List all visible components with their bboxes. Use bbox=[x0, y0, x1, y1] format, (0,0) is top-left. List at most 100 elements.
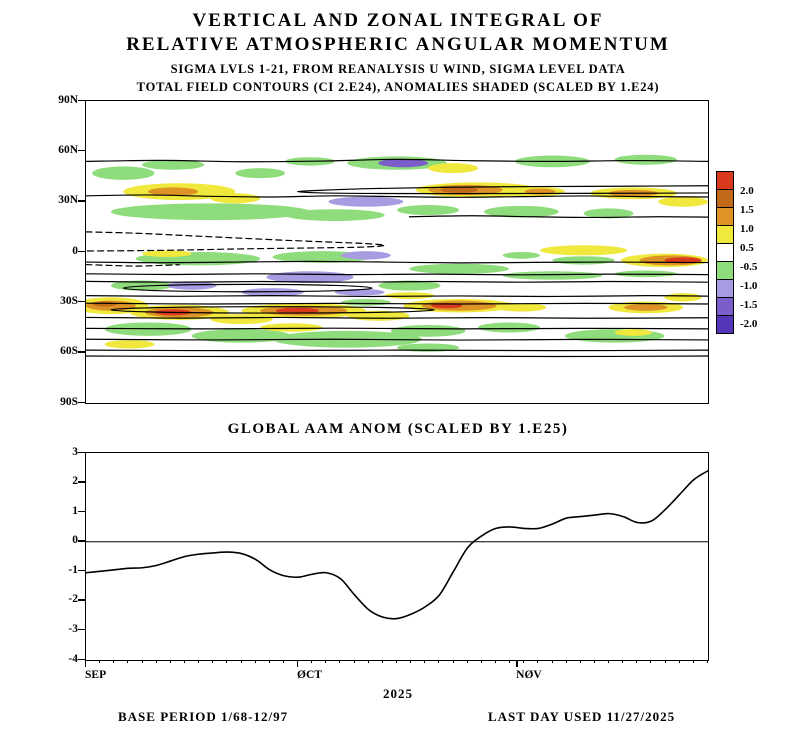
colorbar-segment bbox=[716, 243, 734, 262]
global-aam-line-plot bbox=[86, 469, 708, 620]
month-tick bbox=[85, 660, 87, 667]
total-field-contour bbox=[86, 338, 708, 341]
aam-anomaly-curve bbox=[86, 469, 708, 620]
year-label: 2025 bbox=[383, 686, 413, 701]
value-tick-label: -1 bbox=[68, 563, 78, 576]
total-field-contour bbox=[86, 158, 708, 163]
colorbar-segment bbox=[716, 225, 734, 244]
value-tick-label: 2 bbox=[72, 475, 78, 488]
day-tick bbox=[113, 660, 115, 663]
anomaly-blob bbox=[92, 166, 155, 180]
colorbar-tick-label: -2.0 bbox=[740, 318, 758, 330]
day-tick bbox=[212, 660, 214, 663]
total-field-contour bbox=[86, 194, 708, 198]
value-tick-label: -3 bbox=[68, 622, 78, 635]
day-tick bbox=[494, 660, 496, 663]
latitude-tick bbox=[78, 200, 85, 202]
anomaly-blob bbox=[397, 205, 460, 216]
colorbar-tick-label: 1.5 bbox=[740, 204, 754, 216]
colorbar-tick-label: 0.5 bbox=[740, 242, 754, 254]
colorbar-segment bbox=[716, 279, 734, 298]
colorbar-segment bbox=[716, 189, 734, 208]
latitude-tick bbox=[78, 149, 85, 152]
colorbar-segment bbox=[716, 315, 734, 334]
anomaly-blob bbox=[583, 208, 634, 219]
day-tick bbox=[339, 660, 341, 663]
day-tick bbox=[593, 660, 595, 663]
anomaly-blob bbox=[141, 159, 205, 170]
latitude-tick bbox=[78, 300, 85, 303]
day-tick bbox=[183, 660, 185, 663]
anomaly-blob bbox=[384, 292, 435, 299]
day-tick bbox=[353, 660, 355, 663]
line-chart-title: GLOBAL AAM ANOM (SCALED BY 1.E25) bbox=[227, 421, 569, 437]
total-field-contour bbox=[86, 349, 708, 352]
anomaly-blob bbox=[428, 163, 478, 174]
value-tick-label: 1 bbox=[72, 504, 78, 517]
total-field-contour bbox=[408, 215, 708, 219]
day-tick bbox=[396, 660, 397, 663]
day-tick bbox=[707, 660, 708, 663]
month-tick bbox=[297, 660, 299, 667]
value-tick bbox=[78, 599, 85, 601]
value-tick bbox=[78, 540, 85, 542]
day-tick bbox=[240, 660, 242, 663]
anomaly-blob bbox=[409, 263, 509, 274]
figure-subtitle-line1: SIGMA LVLS 1-21, FROM REANALYSIS U WIND,… bbox=[170, 62, 626, 76]
anomaly-blob bbox=[341, 298, 391, 306]
anomaly-blob bbox=[664, 293, 702, 302]
anomaly-blob bbox=[328, 196, 404, 207]
colorbar-tick-label: -0.5 bbox=[740, 261, 758, 273]
latitude-tick-label: 90S bbox=[60, 395, 78, 408]
latitude-tick bbox=[78, 250, 85, 252]
day-tick bbox=[127, 660, 129, 663]
anomaly-blob bbox=[624, 304, 668, 311]
day-tick bbox=[579, 660, 581, 663]
day-tick bbox=[99, 660, 101, 663]
anomaly-blob bbox=[614, 329, 653, 336]
value-tick bbox=[78, 658, 85, 660]
day-tick bbox=[650, 660, 652, 663]
total-field-contour bbox=[86, 316, 708, 319]
anomaly-blob bbox=[502, 271, 603, 280]
anomaly-blob bbox=[614, 154, 677, 165]
day-tick bbox=[452, 660, 454, 663]
day-tick bbox=[268, 660, 270, 663]
value-tick-label: -4 bbox=[68, 652, 78, 665]
day-tick bbox=[410, 660, 412, 663]
day-tick bbox=[254, 660, 256, 663]
month-tick-label: ØCT bbox=[297, 669, 322, 681]
last-day-used-label: LAST DAY USED 11/27/2025 bbox=[488, 709, 676, 724]
latitude-tick-label: 90N bbox=[58, 93, 78, 106]
anomaly-blob bbox=[210, 314, 273, 325]
value-tick bbox=[78, 481, 85, 483]
total-field-contour bbox=[110, 306, 435, 314]
latitude-tick bbox=[78, 401, 85, 403]
day-tick bbox=[565, 660, 567, 663]
anomaly-blob bbox=[285, 209, 385, 221]
month-tick bbox=[516, 660, 518, 667]
anomaly-blob bbox=[378, 280, 441, 291]
anomaly-blob bbox=[496, 303, 547, 312]
total-field-contour bbox=[86, 302, 708, 305]
hovmoller-panel bbox=[85, 100, 709, 404]
anomaly-blob bbox=[110, 203, 310, 221]
anomaly-blob bbox=[141, 250, 192, 258]
total-field-contour bbox=[296, 185, 708, 195]
total-field-contour bbox=[86, 273, 708, 276]
figure-subtitle-line2: TOTAL FIELD CONTOURS (CI 2.E24), ANOMALI… bbox=[136, 80, 660, 94]
anomaly-blob bbox=[260, 323, 323, 332]
anomaly-blob bbox=[440, 186, 478, 193]
day-tick bbox=[608, 660, 610, 663]
value-tick bbox=[78, 569, 85, 572]
month-tick-label: SEP bbox=[85, 669, 107, 681]
anomaly-blob bbox=[92, 301, 118, 307]
colorbar-segment bbox=[716, 297, 734, 316]
day-tick bbox=[198, 660, 200, 663]
value-tick-label: 3 bbox=[72, 445, 78, 458]
day-tick bbox=[438, 660, 440, 663]
total-field-contour bbox=[86, 280, 708, 283]
colorbar-segment bbox=[716, 261, 734, 280]
latitude-tick-label: 60S bbox=[60, 345, 78, 358]
